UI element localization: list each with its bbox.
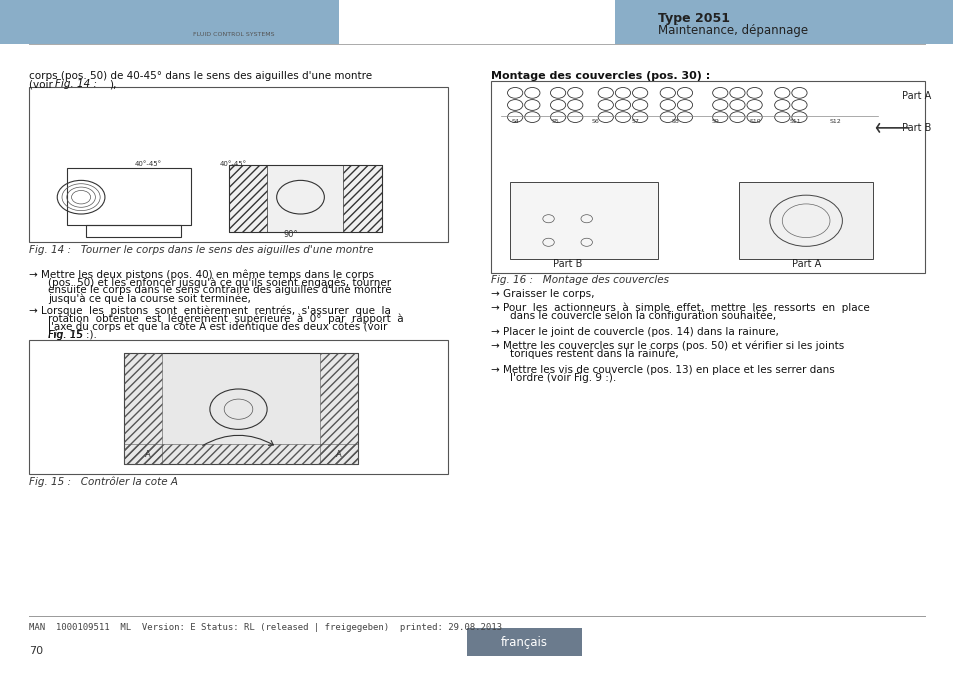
Text: Fig. 15 :   Contrôler la cote A: Fig. 15 : Contrôler la cote A [29,476,177,487]
Text: Fig. 15 :).: Fig. 15 :). [48,330,96,340]
Text: l'ordre (voir Fig. 9 :).: l'ordre (voir Fig. 9 :). [510,373,616,383]
Text: toriques restent dans la rainure,: toriques restent dans la rainure, [510,349,679,359]
Text: ),: ), [110,79,117,90]
Text: Part A: Part A [901,91,930,100]
Text: S8: S8 [671,118,679,124]
Text: S7: S7 [631,118,639,124]
Text: → Pour  les  actionneurs  à  simple  effet,  mettre  les  ressorts  en  place: → Pour les actionneurs à simple effet, m… [491,303,869,314]
Text: → Mettre les vis de couvercle (pos. 13) en place et les serrer dans: → Mettre les vis de couvercle (pos. 13) … [491,365,834,375]
Text: S12: S12 [829,118,841,124]
Bar [67,168,191,225]
Text: Fig. 16 :   Montage des couvercles: Fig. 16 : Montage des couvercles [491,275,669,285]
Text: → Lorsque  les  pistons  sont  entièrement  rentrés,  s'assurer  que  la: → Lorsque les pistons sont entièrement r… [29,306,390,316]
Text: A: A [145,450,151,459]
Text: Maintenance, dépannage: Maintenance, dépannage [658,24,807,37]
Bar [467,628,581,656]
Text: Fig. 15: Fig. 15 [48,330,86,340]
Bar [0,0,338,44]
Text: S5: S5 [551,118,558,124]
Bar [29,340,448,474]
Text: bürkert: bürkert [193,14,274,33]
Text: Type 2051: Type 2051 [658,12,729,26]
Text: 40°-45°: 40°-45° [134,161,161,166]
Text: Montage des couvercles (pos. 30) :: Montage des couvercles (pos. 30) : [491,71,710,81]
Bar [319,353,357,464]
Text: ensuite le corps dans le sens contraire des aiguilles d'une montre: ensuite le corps dans le sens contraire … [48,285,391,295]
Bar [29,87,448,242]
Text: jusqu'à ce que la course soit terminée,: jusqu'à ce que la course soit terminée, [48,293,251,304]
Bar [124,353,357,464]
Text: 90°: 90° [283,230,298,239]
Text: 70: 70 [29,646,43,656]
Text: (pos. 50) et les enfoncer jusqu'à ce qu'ils soient engagés, tourner: (pos. 50) et les enfoncer jusqu'à ce qu'… [48,277,391,288]
Bar [739,182,872,259]
Text: FLUID CONTROL SYSTEMS: FLUID CONTROL SYSTEMS [193,32,274,38]
Text: (voir: (voir [29,79,55,90]
Bar [229,165,267,232]
Text: corps (pos. 50) de 40-45° dans le sens des aiguilles d'une montre: corps (pos. 50) de 40-45° dans le sens d… [29,71,372,81]
Bar [124,353,162,464]
Text: Part A: Part A [791,259,820,269]
Bar [86,225,181,237]
Bar [229,165,381,232]
Text: A: A [335,450,341,459]
Text: français: français [500,635,548,649]
Text: → Mettre les couvercles sur le corps (pos. 50) et vérifier si les joints: → Mettre les couvercles sur le corps (po… [491,341,843,351]
Bar [615,0,953,44]
Text: S6: S6 [591,118,598,124]
Text: Part B: Part B [553,259,581,269]
Text: → Mettre les deux pistons (pos. 40) en même temps dans le corps: → Mettre les deux pistons (pos. 40) en m… [29,269,374,280]
Text: S11: S11 [789,118,801,124]
Text: l'axe du corps et que la cote A est identique des deux côtés (voir: l'axe du corps et que la cote A est iden… [48,322,387,332]
Text: MAN  1000109511  ML  Version: E Status: RL (released | freigegeben)  printed: 29: MAN 1000109511 ML Version: E Status: RL … [29,623,501,631]
Text: Fig. 14 :   Tourner le corps dans le sens des aiguilles d'une montre: Fig. 14 : Tourner le corps dans le sens … [29,245,373,255]
Text: rotation  obtenue  est  légèrement  supérieure  à  0°  par  rapport  à: rotation obtenue est légèrement supérieu… [48,314,403,324]
Bar [343,165,381,232]
Text: 40°-45°: 40°-45° [220,161,247,166]
Text: → Graisser le corps,: → Graisser le corps, [491,289,594,299]
Bar [510,182,658,259]
Text: → Placer le joint de couvercle (pos. 14) dans la rainure,: → Placer le joint de couvercle (pos. 14)… [491,327,779,337]
Text: S4: S4 [511,118,518,124]
Text: dans le couvercle selon la configuration souhaitée,: dans le couvercle selon la configuration… [510,311,776,322]
Text: Fig. 14 :: Fig. 14 : [55,79,97,90]
Text: Part B: Part B [901,123,930,133]
Bar [491,81,924,273]
Bar [124,444,357,464]
Text: S10: S10 [749,118,760,124]
Text: S9: S9 [711,118,719,124]
